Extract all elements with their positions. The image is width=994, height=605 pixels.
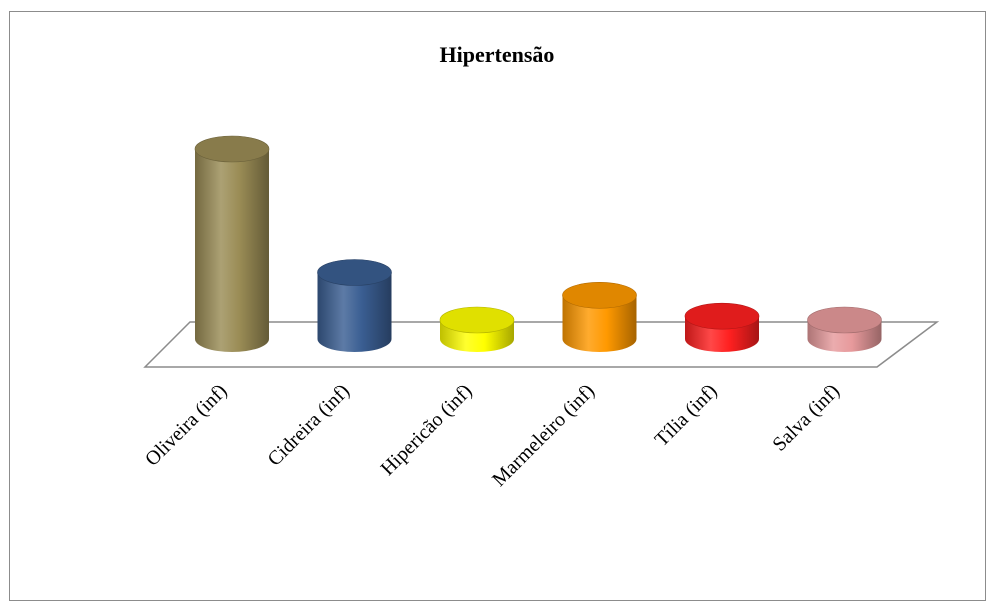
bar-top [194,135,270,163]
bar-top [439,306,515,334]
x-tick-label: Tília (inf) [651,380,722,451]
bar-top [317,259,392,286]
bar [317,259,392,352]
x-tick-label: Salva (inf) [768,380,844,456]
bar [194,135,270,352]
bar-group [194,135,882,352]
bar [684,302,760,352]
chart-title: Hipertensão [440,42,555,67]
bar [562,281,637,352]
x-tick-label: Marmeleiro (inf) [488,380,599,491]
bar-top [807,306,882,334]
x-tick-labels: Oliveira (inf) Cidreira (inf) Hipericão (i… [141,380,844,491]
x-tick-label: Cidreira (inf) [263,380,354,471]
bar [439,306,515,352]
x-tick-label: Hipericão (inf) [377,380,477,480]
bar-body [195,149,269,352]
bar-body [317,272,392,352]
chart-area [9,11,986,601]
bar-body [562,295,637,352]
x-tick-label: Oliveira (inf) [141,380,232,471]
bar-top [684,302,760,330]
bar-top [562,281,637,309]
bar [807,306,882,352]
